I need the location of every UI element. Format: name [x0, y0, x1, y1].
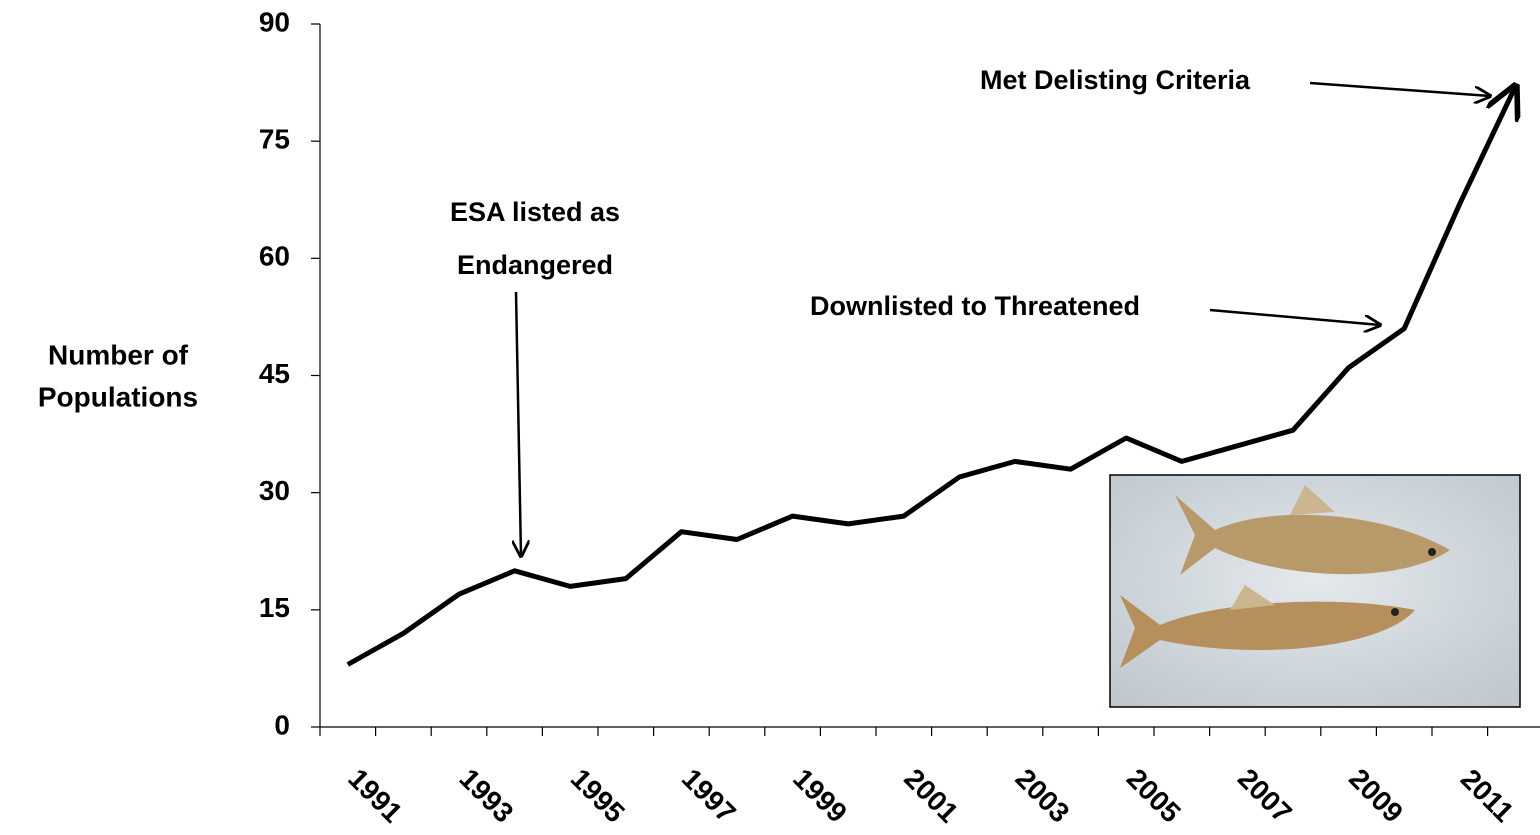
x-tick-label: 2003 [1010, 763, 1076, 829]
arrow [1209, 308, 1380, 325]
y-tick-label: 75 [259, 124, 290, 155]
y-tick-label: 0 [274, 709, 290, 740]
y-tick-label: 90 [259, 6, 290, 37]
annotation: ESA listed as [450, 197, 620, 227]
x-tick-label: 1999 [787, 763, 853, 829]
annotation: Endangered [457, 250, 613, 280]
x-tick-label: 1991 [342, 763, 408, 829]
y-tick-label: 60 [259, 241, 290, 272]
data-line [346, 87, 1516, 667]
x-tick-label: 2011 [1455, 763, 1520, 828]
x-tick-label: 2009 [1343, 763, 1409, 829]
y-tick-label: 30 [259, 475, 290, 506]
y-axis-label: Populations [38, 381, 198, 412]
x-tick-label: 2007 [1232, 763, 1298, 829]
x-tick-label: 1995 [565, 763, 631, 829]
y-axis-label: Number of [48, 339, 189, 370]
arrow [516, 291, 521, 556]
y-tick-label: 45 [259, 358, 290, 389]
annotation: Downlisted to Threatened [810, 291, 1140, 321]
x-tick-label: 1993 [454, 763, 520, 829]
annotation: Met Delisting Criteria [980, 65, 1251, 95]
arrow [1309, 81, 1490, 96]
x-tick-label: 1997 [676, 763, 742, 829]
x-tick-label: 2005 [1121, 763, 1187, 829]
y-tick-label: 15 [259, 592, 290, 623]
x-tick-label: 2001 [898, 763, 964, 829]
fish-photo [1109, 474, 1521, 708]
